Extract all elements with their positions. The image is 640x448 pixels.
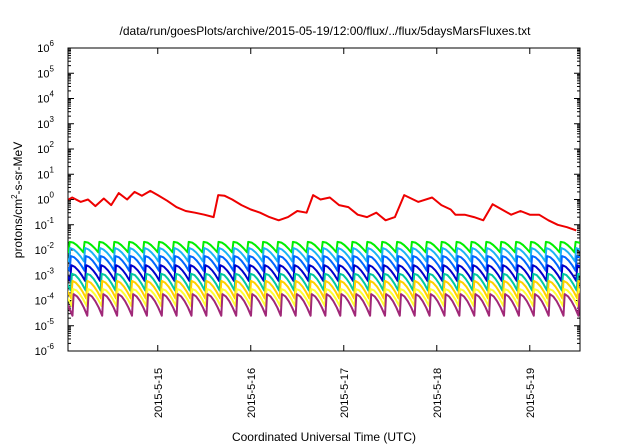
series-line-4: [68, 255, 580, 272]
x-tick-label: 2015-5-15: [153, 368, 165, 418]
x-tick-label: 2015-5-16: [246, 368, 258, 418]
y-tick-label: 10-6: [35, 342, 55, 358]
x-tick-label: 2015-5-17: [339, 368, 351, 418]
x-axis: 2015-5-15 2015-5-16 2015-5-17 2015-5-18 2015…: [153, 48, 537, 418]
y-tick-label: 10-4: [35, 292, 55, 308]
series-line-8: [68, 288, 580, 308]
y-tick-label: 10-1: [35, 216, 55, 232]
y-tick-label: 10-2: [35, 241, 55, 257]
series-line-6: [68, 272, 580, 292]
series-line-5: [68, 264, 580, 282]
y-tick-label: 104: [37, 90, 54, 106]
x-tick-label: 2015-5-18: [432, 368, 444, 418]
y-tick-label: 102: [37, 140, 54, 156]
y-tick-label: 101: [37, 165, 54, 181]
series-line-9: [68, 293, 580, 317]
y-axis-label: protons/cm2-s-sr-MeV: [10, 142, 25, 258]
y-tick-label: 10-5: [35, 317, 55, 333]
y-tick-label: 106: [37, 39, 54, 55]
series-line-3: [68, 247, 580, 263]
y-tick-label: 105: [37, 64, 54, 80]
y-axis: 10-6 10-5 10-4 10-3 10-2 10-1 100 101 102 103 104 1…: [35, 39, 580, 358]
series-line-2: [68, 240, 580, 254]
x-tick-label: 2015-5-19: [525, 368, 537, 418]
chart-title: /data/run/goesPlots/archive/2015-05-19/1…: [120, 24, 532, 38]
series-line-7: [68, 279, 580, 300]
series-line-1: [68, 189, 577, 232]
y-tick-label: 10-3: [35, 266, 55, 282]
series-group: [68, 189, 580, 317]
x-axis-label: Coordinated Universal Time (UTC): [232, 430, 416, 444]
y-tick-label: 103: [37, 115, 54, 131]
y-tick-label: 100: [37, 191, 54, 207]
